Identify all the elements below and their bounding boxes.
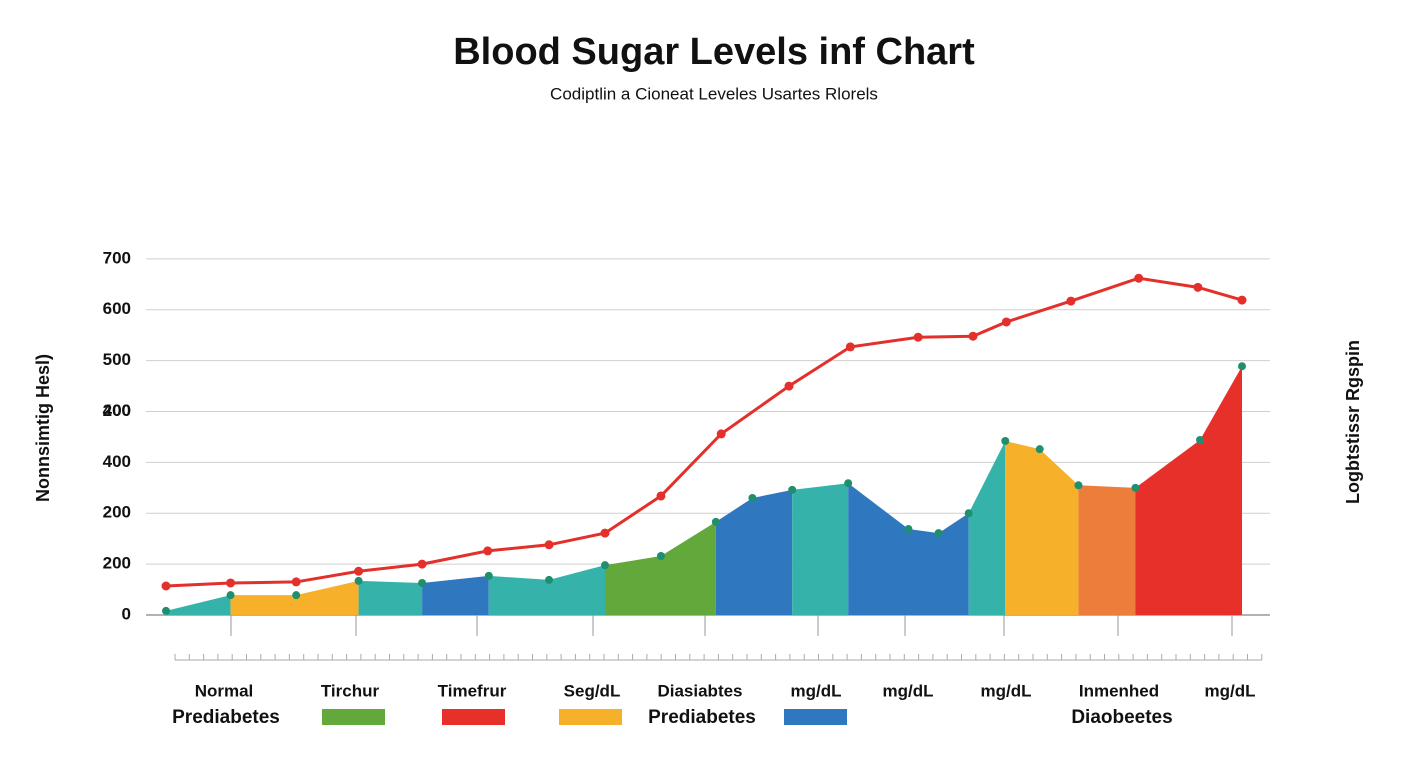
line-point — [1193, 282, 1203, 292]
footer-label: Normal — [195, 681, 254, 700]
line-point — [913, 332, 923, 342]
y-tick-label: 400 — [103, 452, 131, 471]
y-tick-label: 400 — [103, 401, 131, 420]
area-band — [422, 575, 489, 615]
footer-label: mg/dL — [1205, 681, 1256, 700]
y-tick-label: 500 — [103, 350, 131, 369]
area-point — [162, 606, 170, 615]
y2-axis-title: Logbtstissr Rgspin — [1343, 340, 1363, 504]
line-point — [968, 331, 978, 341]
area-point — [545, 575, 554, 584]
legend-swatch — [322, 709, 385, 725]
line-point — [716, 429, 726, 439]
line-point — [417, 559, 427, 569]
area-band — [605, 521, 716, 615]
area-point — [1001, 437, 1010, 446]
line-point — [354, 566, 364, 576]
area-point — [656, 551, 665, 560]
area-point — [964, 509, 973, 518]
footer-label: mg/dL — [883, 681, 934, 700]
legend-swatch — [784, 709, 847, 725]
line-point — [656, 491, 666, 501]
legend-swatch — [559, 709, 622, 725]
area-point — [1131, 483, 1140, 492]
area-point — [292, 591, 301, 600]
line-point — [483, 546, 493, 556]
chart-subtitle: Codiptlin a Cioneat Leveles Usartes Rlor… — [550, 84, 878, 103]
y-axis-title: Nonnsimtig Hesl) — [33, 354, 53, 502]
legend-label: Prediabetes — [172, 707, 280, 728]
area-point — [484, 571, 493, 580]
area-band — [792, 483, 849, 615]
area-point — [1074, 481, 1083, 490]
area-point — [711, 517, 720, 526]
line-point — [1237, 295, 1247, 305]
y-tick-label: 200 — [103, 503, 131, 522]
y-tick-label: 600 — [103, 299, 131, 318]
area-band — [968, 441, 1006, 615]
footer-label: Diasiabtes — [657, 681, 742, 700]
area-point — [904, 525, 913, 534]
y-tick-label: 200 — [103, 401, 131, 420]
legend-label: Diaobeetes — [1071, 707, 1172, 728]
line-point — [784, 381, 794, 391]
area-point — [788, 485, 797, 494]
line-point — [226, 578, 236, 588]
y-tick-label: 0 — [122, 604, 131, 623]
legend-swatch — [442, 709, 505, 725]
area-band — [166, 595, 231, 615]
area-point — [1238, 362, 1246, 371]
line-point — [1066, 296, 1076, 306]
footer-label: mg/dL — [981, 681, 1032, 700]
area-band — [848, 483, 969, 615]
y-tick-label: 700 — [103, 248, 131, 267]
line-point — [291, 577, 301, 587]
area-point — [1196, 435, 1205, 444]
footer-label: Seg/dL — [564, 681, 621, 700]
area-point — [934, 529, 943, 538]
line-point — [1134, 273, 1144, 283]
area-point — [601, 561, 610, 570]
footer-label: Timefrur — [438, 681, 507, 700]
footer-label: Inmenhed — [1079, 681, 1159, 700]
area-band — [488, 565, 606, 615]
area-band — [1135, 366, 1242, 615]
area-band — [715, 489, 793, 615]
footer-label: mg/dL — [791, 681, 842, 700]
area-band — [1078, 485, 1136, 615]
line-point — [1001, 317, 1011, 327]
area-band — [358, 580, 423, 615]
area-band — [1005, 441, 1079, 615]
line-point — [845, 342, 855, 352]
area-point — [226, 591, 235, 600]
area-point — [418, 578, 427, 587]
footer-label: Tirchur — [321, 681, 380, 700]
chart-title: Blood Sugar Levels inf Chart — [453, 31, 975, 73]
line-point — [544, 540, 554, 550]
area-point — [354, 576, 363, 585]
line-point — [600, 528, 610, 538]
legend-label: Prediabetes — [648, 707, 756, 728]
line-point — [161, 581, 171, 591]
y-tick-label: 200 — [103, 554, 131, 573]
area-point — [748, 493, 757, 502]
area-point — [844, 479, 853, 488]
area-point — [1035, 445, 1044, 454]
